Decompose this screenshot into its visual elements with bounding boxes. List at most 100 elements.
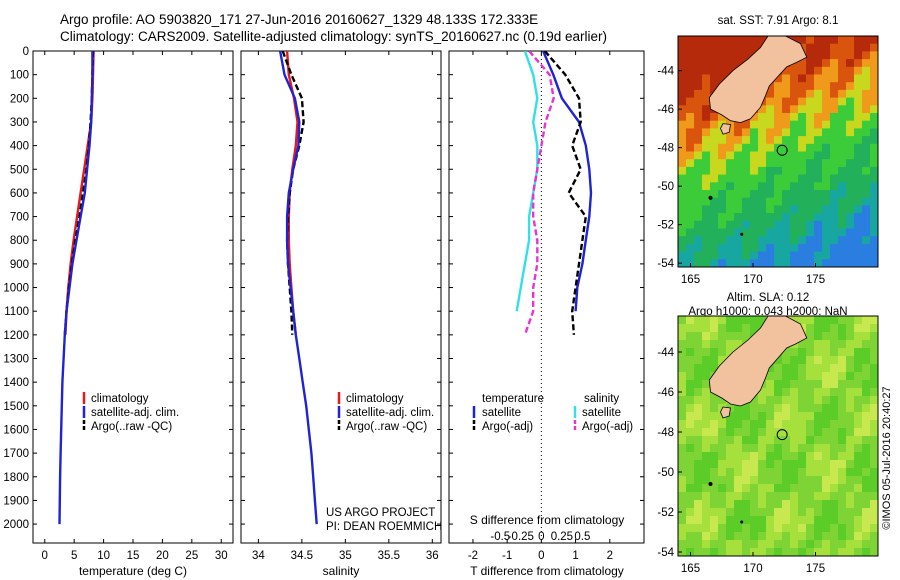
map-cell — [718, 324, 727, 333]
map-cell — [678, 500, 687, 509]
map-cell — [758, 492, 767, 501]
map-cell — [774, 452, 783, 461]
map-cell — [782, 356, 791, 365]
map-cell — [870, 444, 878, 453]
map-cell — [862, 332, 871, 341]
map-cell — [766, 228, 775, 237]
map-cell — [854, 66, 863, 76]
map-cell — [798, 36, 807, 45]
depth-tick-label: 0 — [23, 46, 29, 58]
map-cell — [694, 159, 703, 168]
map-cell — [742, 197, 751, 206]
map-cell — [710, 444, 719, 453]
map-cell — [870, 51, 878, 60]
map-cell — [862, 540, 871, 549]
map-cell — [806, 508, 815, 517]
map-cell — [694, 436, 703, 445]
map-cell — [870, 508, 878, 517]
map-cell — [846, 105, 855, 114]
map-cell — [766, 372, 775, 381]
map-cell — [686, 120, 695, 129]
map-cell — [830, 220, 839, 230]
map-cell — [766, 105, 775, 114]
map-cell — [694, 174, 703, 183]
map-cell — [742, 236, 751, 245]
map-cell — [798, 213, 807, 222]
map-cell — [822, 468, 831, 477]
map-cell — [726, 228, 735, 237]
map-cell — [734, 436, 743, 445]
map-cell — [870, 348, 878, 357]
map-cell — [734, 51, 743, 60]
map-cell — [702, 444, 711, 453]
map-cell — [678, 105, 687, 114]
map-cell — [710, 492, 719, 501]
map-cell — [806, 532, 815, 541]
map-cell — [750, 452, 759, 461]
map-cell — [750, 540, 759, 549]
map-cell — [798, 205, 807, 214]
map-cell — [846, 174, 855, 183]
map-cell — [710, 113, 719, 122]
map-cell — [678, 43, 687, 52]
map-cell — [694, 388, 703, 397]
temperature-plot-frame — [32, 50, 234, 544]
map-cell — [806, 436, 815, 445]
map-cell — [814, 228, 823, 237]
map-cell — [678, 120, 687, 129]
map-cell — [782, 166, 791, 176]
map-cell — [838, 372, 847, 381]
map-cell — [750, 151, 759, 160]
map-cell — [766, 452, 775, 461]
map-cell — [734, 259, 743, 267]
map-cell — [830, 332, 839, 341]
map-cell — [814, 316, 823, 325]
map-cell — [822, 340, 831, 349]
map-cell — [710, 404, 719, 413]
map-cell — [822, 460, 831, 469]
map-cell — [790, 97, 799, 106]
map-cell — [790, 113, 799, 122]
map-cell — [702, 548, 711, 556]
map-cell — [678, 243, 687, 253]
map-cell — [726, 476, 735, 485]
map-cell — [862, 380, 871, 389]
map-cell — [782, 243, 791, 253]
map-cell — [710, 143, 719, 153]
map-cell — [838, 436, 847, 445]
map-cell — [846, 372, 855, 381]
map-cell — [870, 43, 878, 52]
map-cell — [750, 420, 759, 429]
map-cell — [870, 136, 878, 145]
map-cell — [694, 532, 703, 541]
s-tick-label: 0.5 — [574, 531, 590, 543]
map-cell — [862, 59, 871, 68]
map-cell — [822, 420, 831, 429]
map-cell — [742, 516, 751, 525]
map-cell — [870, 159, 878, 168]
map-cell — [862, 396, 871, 405]
map-cell — [806, 348, 815, 357]
map-cell — [758, 197, 767, 206]
map-cell — [694, 460, 703, 469]
map-cell — [830, 452, 839, 461]
map-cell — [774, 243, 783, 253]
map-cell — [830, 516, 839, 525]
map-cell — [790, 166, 799, 176]
map-cell — [734, 236, 743, 245]
map-cell — [822, 174, 831, 183]
map-cell — [686, 332, 695, 341]
map-cell — [838, 540, 847, 549]
map-cell — [862, 516, 871, 525]
map-cell — [718, 159, 727, 168]
map-cell — [790, 89, 799, 99]
map-cell — [830, 412, 839, 421]
map-cell — [718, 236, 727, 245]
map-cell — [790, 380, 799, 389]
map-cell — [822, 316, 831, 325]
map-cell — [758, 316, 767, 325]
map-cell — [766, 220, 775, 230]
map-cell — [734, 213, 743, 222]
map-cell — [750, 532, 759, 541]
argo-location-marker — [776, 429, 788, 441]
